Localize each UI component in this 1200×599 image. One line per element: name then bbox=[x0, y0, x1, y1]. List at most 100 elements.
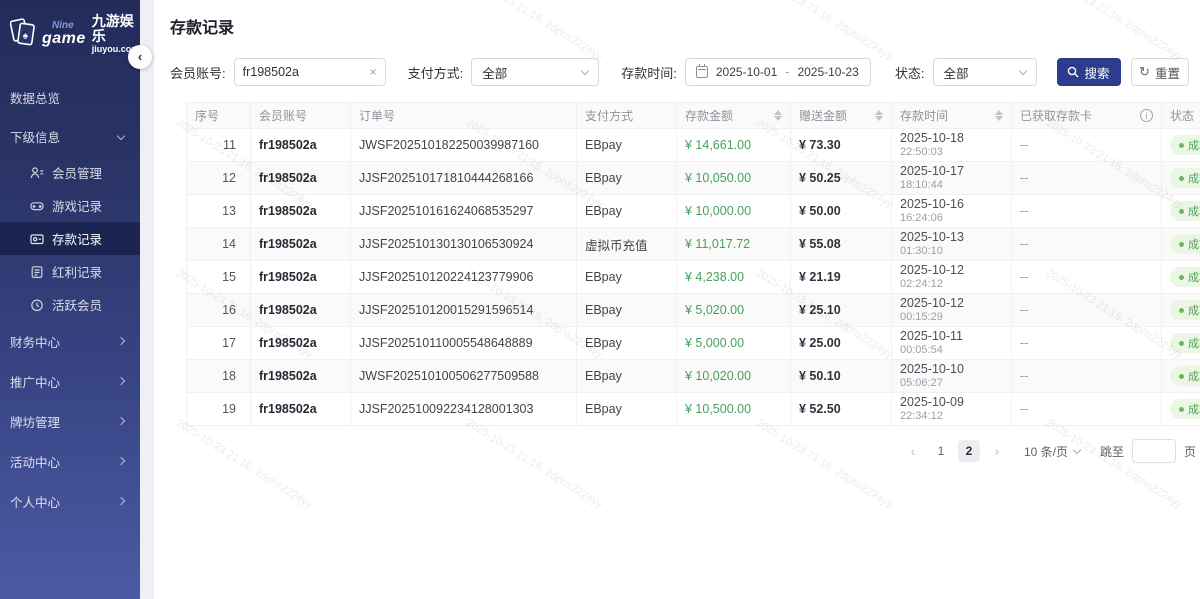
sidebar-nav: 数据总览 下级信息 会员管理 游戏记录 bbox=[0, 78, 140, 521]
sidebar-item-subordinate-info[interactable]: 下级信息 bbox=[0, 116, 140, 156]
info-icon[interactable]: i bbox=[1140, 109, 1153, 122]
sidebar-item-active-members[interactable]: 活跃会员 bbox=[0, 288, 140, 321]
cell-account: fr198502a bbox=[250, 161, 351, 195]
cell-account: fr198502a bbox=[250, 392, 351, 426]
sidebar-item-label: 红利记录 bbox=[52, 266, 103, 280]
sidebar-item-paifang-management[interactable]: 牌坊管理 bbox=[0, 401, 140, 441]
cell-bonus-amount: ¥ 25.10 bbox=[790, 293, 892, 327]
cell-bonus-amount: ¥ 25.00 bbox=[790, 326, 892, 360]
cell-order-no: JJSF202510092234128001303 bbox=[350, 392, 577, 426]
date-separator: - bbox=[785, 65, 790, 79]
cell-status: 成功 bbox=[1161, 326, 1200, 360]
date-start: 2025-10-01 bbox=[715, 65, 778, 79]
sidebar-item-data-overview[interactable]: 数据总览 bbox=[0, 78, 140, 116]
cell-seq: 16 bbox=[186, 293, 251, 327]
sidebar-item-label: 活跃会员 bbox=[52, 299, 103, 313]
cell-deposit-card: -- bbox=[1011, 227, 1162, 261]
table-row: 16 fr198502a JJSF202510120015291596514 E… bbox=[186, 293, 1200, 327]
status-select[interactable]: 全部 bbox=[932, 58, 1037, 86]
status-badge: 成功 bbox=[1170, 135, 1200, 155]
page-button-1[interactable]: 1 bbox=[937, 444, 945, 458]
cell-deposit-time: 2025-10-18 22:50:03 bbox=[891, 128, 1012, 162]
cell-seq: 11 bbox=[186, 128, 251, 162]
column-header-bonus-amount[interactable]: 赠送金额 bbox=[790, 102, 892, 129]
deposit-date-range-picker[interactable]: 2025-10-01 - 2025-10-23 bbox=[684, 58, 871, 86]
status-badge: 成功 bbox=[1170, 366, 1200, 386]
status-dot-icon bbox=[1179, 307, 1184, 313]
chevron-down-icon bbox=[116, 131, 126, 141]
sidebar-collapse-button[interactable]: ‹ bbox=[128, 45, 152, 69]
chevron-right-icon bbox=[116, 376, 126, 386]
cell-bonus-amount: ¥ 52.50 bbox=[790, 392, 892, 426]
cell-seq: 12 bbox=[186, 161, 251, 195]
cell-bonus-amount: ¥ 21.19 bbox=[790, 260, 892, 294]
sidebar-item-game-records[interactable]: 游戏记录 bbox=[0, 189, 140, 222]
sort-icon[interactable] bbox=[875, 110, 883, 121]
sidebar-item-finance-center[interactable]: 财务中心 bbox=[0, 321, 140, 361]
cell-account: fr198502a bbox=[250, 293, 351, 327]
account-search-field[interactable]: × bbox=[233, 58, 386, 86]
sidebar-item-label: 推广中心 bbox=[10, 375, 61, 390]
cell-bonus-amount: ¥ 50.00 bbox=[790, 194, 892, 228]
status-badge: 成功 bbox=[1170, 399, 1200, 419]
next-page-button[interactable]: › bbox=[994, 443, 1000, 459]
page-size-select[interactable]: 10 条/页 bbox=[1024, 443, 1082, 460]
table-row: 12 fr198502a JJSF202510171810444268166 E… bbox=[186, 161, 1200, 195]
sidebar: ♠ Nine game 九游娱乐 jiuyou.com ‹ 数据总览 下级信息 bbox=[0, 0, 152, 599]
cell-status: 成功 bbox=[1161, 128, 1200, 162]
cell-deposit-card: -- bbox=[1011, 359, 1162, 393]
column-header-deposit-card: 已获取存款卡 i bbox=[1011, 102, 1162, 129]
column-header-deposit-amount[interactable]: 存款金额 bbox=[676, 102, 791, 129]
sidebar-item-label: 财务中心 bbox=[10, 335, 61, 350]
cell-payment: EBpay bbox=[576, 260, 677, 294]
time-filter-label: 存款时间: bbox=[621, 65, 677, 81]
chevron-down-icon bbox=[581, 66, 590, 75]
jump-to-label: 跳至 bbox=[1099, 444, 1124, 459]
sidebar-item-personal-center[interactable]: 个人中心 bbox=[0, 481, 140, 521]
cell-deposit-amount: ¥ 11,017.72 bbox=[676, 227, 791, 261]
clear-icon[interactable]: × bbox=[369, 65, 377, 79]
sort-icon[interactable] bbox=[774, 110, 782, 121]
sort-icon[interactable] bbox=[995, 110, 1003, 121]
cell-deposit-amount: ¥ 5,000.00 bbox=[676, 326, 791, 360]
cell-deposit-amount: ¥ 10,020.00 bbox=[676, 359, 791, 393]
page-button-2[interactable]: 2 bbox=[957, 440, 980, 462]
column-header-payment: 支付方式 bbox=[576, 102, 677, 129]
cell-seq: 13 bbox=[186, 194, 251, 228]
cell-deposit-card: -- bbox=[1011, 260, 1162, 294]
search-button[interactable]: 搜索 bbox=[1056, 58, 1121, 86]
sidebar-item-member-management[interactable]: 会员管理 bbox=[0, 156, 140, 189]
payment-method-select[interactable]: 全部 bbox=[471, 58, 600, 86]
column-header-seq: 序号 bbox=[186, 102, 251, 129]
sidebar-item-activity-center[interactable]: 活动中心 bbox=[0, 441, 140, 481]
cell-bonus-amount: ¥ 55.08 bbox=[790, 227, 892, 261]
prev-page-button[interactable]: ‹ bbox=[910, 443, 916, 459]
column-header-deposit-time[interactable]: 存款时间 bbox=[891, 102, 1012, 129]
cell-account: fr198502a bbox=[250, 194, 351, 228]
cell-deposit-card: -- bbox=[1011, 392, 1162, 426]
cell-deposit-time: 2025-10-13 01:30:10 bbox=[891, 227, 1012, 261]
cell-payment: 虚拟币充值 bbox=[576, 227, 677, 261]
jump-to-page-input[interactable] bbox=[1131, 439, 1176, 463]
table-row: 11 fr198502a JWSF202510182250039987160 E… bbox=[186, 128, 1200, 162]
sidebar-item-label: 牌坊管理 bbox=[10, 415, 61, 430]
sidebar-item-deposit-records[interactable]: 存款记录 bbox=[0, 222, 140, 255]
cell-payment: EBpay bbox=[576, 128, 677, 162]
account-input[interactable] bbox=[242, 65, 353, 79]
sidebar-item-promotion-center[interactable]: 推广中心 bbox=[0, 361, 140, 401]
cell-account: fr198502a bbox=[250, 128, 351, 162]
pagination: ‹ 1 2 › 10 条/页 跳至 页 bbox=[170, 439, 1196, 463]
cell-seq: 19 bbox=[186, 392, 251, 426]
cell-account: fr198502a bbox=[250, 260, 351, 294]
cell-status: 成功 bbox=[1161, 359, 1200, 393]
cell-status: 成功 bbox=[1161, 293, 1200, 327]
cell-seq: 15 bbox=[186, 260, 251, 294]
logo-text-game: game bbox=[42, 30, 86, 48]
cell-deposit-card: -- bbox=[1011, 128, 1162, 162]
cell-bonus-amount: ¥ 73.30 bbox=[790, 128, 892, 162]
account-filter-label: 会员账号: bbox=[170, 65, 226, 81]
table-header-row: 序号 会员账号 订单号 支付方式 存款金额 赠送金额 存款时间 bbox=[186, 102, 1200, 129]
sidebar-item-bonus-records[interactable]: 红利记录 bbox=[0, 255, 140, 288]
reset-button[interactable]: ↻ 重置 bbox=[1130, 58, 1189, 86]
status-dot-icon bbox=[1179, 142, 1184, 148]
